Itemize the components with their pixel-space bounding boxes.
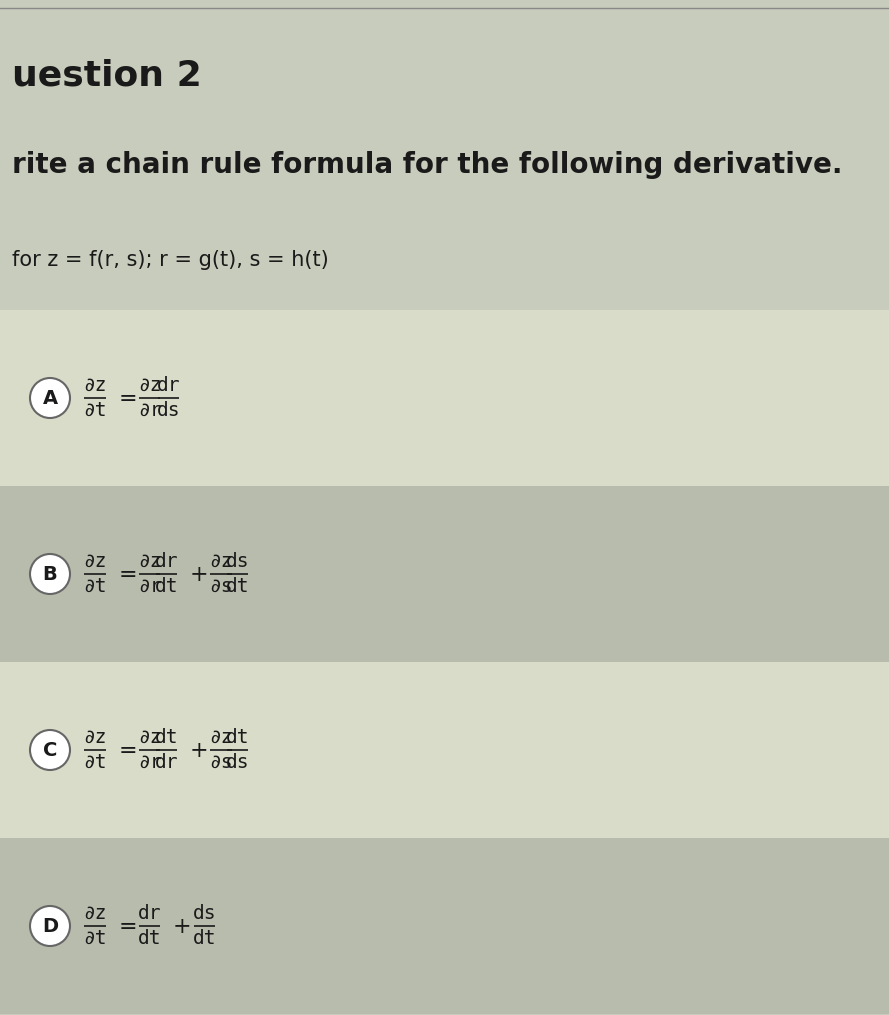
Text: dt: dt — [226, 577, 250, 596]
Text: dt: dt — [155, 728, 178, 747]
Text: rite a chain rule formula for the following derivative.: rite a chain rule formula for the follow… — [12, 151, 843, 179]
Text: ∂t: ∂t — [84, 929, 107, 948]
Circle shape — [30, 906, 70, 946]
Text: +: + — [189, 740, 208, 762]
Circle shape — [30, 378, 70, 418]
Text: ds: ds — [193, 904, 216, 923]
Text: ∂s: ∂s — [209, 753, 233, 772]
FancyBboxPatch shape — [0, 0, 889, 110]
Text: ∂z: ∂z — [84, 904, 107, 923]
Text: ds: ds — [156, 401, 180, 420]
Text: ∂t: ∂t — [84, 401, 107, 420]
Text: ∂s: ∂s — [209, 577, 233, 596]
Text: ∂z: ∂z — [138, 552, 162, 571]
Text: ∂z: ∂z — [84, 552, 107, 571]
Text: ∂z: ∂z — [138, 728, 162, 747]
FancyBboxPatch shape — [0, 110, 889, 210]
Text: A: A — [43, 389, 58, 407]
Text: ∂t: ∂t — [84, 753, 107, 772]
Text: dt: dt — [155, 577, 178, 596]
Text: ∂r: ∂r — [138, 401, 162, 420]
Text: ∂r: ∂r — [138, 753, 162, 772]
Text: dr: dr — [138, 904, 162, 923]
Text: =: = — [118, 916, 137, 938]
Text: dr: dr — [155, 753, 178, 772]
Text: +: + — [189, 564, 208, 586]
Text: ∂z: ∂z — [209, 552, 233, 571]
Text: ds: ds — [226, 552, 250, 571]
Text: +: + — [173, 916, 192, 938]
Text: ds: ds — [226, 753, 250, 772]
FancyBboxPatch shape — [0, 662, 889, 838]
Text: dr: dr — [155, 552, 178, 571]
Text: dr: dr — [156, 376, 180, 395]
Text: =: = — [118, 388, 137, 410]
FancyBboxPatch shape — [0, 310, 889, 486]
FancyBboxPatch shape — [0, 838, 889, 1014]
Text: ∂z: ∂z — [209, 728, 233, 747]
FancyBboxPatch shape — [0, 210, 889, 310]
FancyBboxPatch shape — [0, 486, 889, 662]
Text: ∂r: ∂r — [138, 577, 162, 596]
Text: D: D — [42, 917, 58, 936]
Text: B: B — [43, 564, 58, 584]
Text: dt: dt — [226, 728, 250, 747]
Text: =: = — [118, 740, 137, 762]
Circle shape — [30, 554, 70, 594]
Text: uestion 2: uestion 2 — [12, 58, 202, 92]
Text: ∂t: ∂t — [84, 577, 107, 596]
Text: ∂z: ∂z — [138, 376, 162, 395]
Text: for z = f(r, s); r = g(t), s = h(t): for z = f(r, s); r = g(t), s = h(t) — [12, 250, 329, 270]
Text: ∂z: ∂z — [84, 376, 107, 395]
Text: =: = — [118, 564, 137, 586]
Circle shape — [30, 730, 70, 770]
Text: dt: dt — [193, 929, 216, 948]
Text: C: C — [43, 741, 57, 759]
Text: ∂z: ∂z — [84, 728, 107, 747]
Text: dt: dt — [138, 929, 162, 948]
